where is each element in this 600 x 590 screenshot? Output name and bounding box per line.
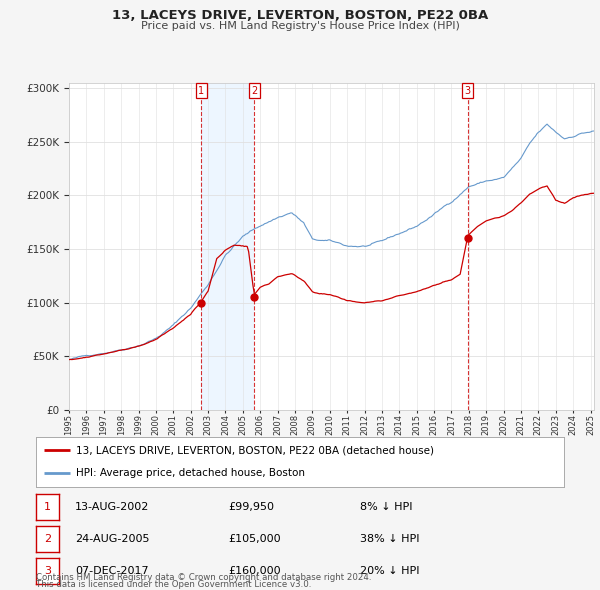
Text: 2: 2	[251, 86, 257, 96]
Text: Price paid vs. HM Land Registry's House Price Index (HPI): Price paid vs. HM Land Registry's House …	[140, 21, 460, 31]
Text: 8% ↓ HPI: 8% ↓ HPI	[360, 502, 413, 512]
Bar	[202, 83, 254, 410]
Text: 3: 3	[464, 86, 470, 96]
Text: 13, LACEYS DRIVE, LEVERTON, BOSTON, PE22 0BA (detached house): 13, LACEYS DRIVE, LEVERTON, BOSTON, PE22…	[76, 445, 434, 455]
Text: 3: 3	[44, 566, 51, 576]
Text: 2: 2	[44, 534, 51, 544]
Text: This data is licensed under the Open Government Licence v3.0.: This data is licensed under the Open Gov…	[36, 581, 311, 589]
Text: 24-AUG-2005: 24-AUG-2005	[75, 534, 149, 543]
Text: 1: 1	[199, 86, 205, 96]
Text: Contains HM Land Registry data © Crown copyright and database right 2024.: Contains HM Land Registry data © Crown c…	[36, 573, 371, 582]
Text: 20% ↓ HPI: 20% ↓ HPI	[360, 566, 419, 575]
Text: HPI: Average price, detached house, Boston: HPI: Average price, detached house, Bost…	[76, 468, 305, 478]
Text: 13-AUG-2002: 13-AUG-2002	[75, 502, 149, 512]
Text: 38% ↓ HPI: 38% ↓ HPI	[360, 534, 419, 543]
Text: £105,000: £105,000	[228, 534, 281, 543]
Text: 07-DEC-2017: 07-DEC-2017	[75, 566, 149, 575]
Text: £99,950: £99,950	[228, 502, 274, 512]
Text: £160,000: £160,000	[228, 566, 281, 575]
Text: 13, LACEYS DRIVE, LEVERTON, BOSTON, PE22 0BA: 13, LACEYS DRIVE, LEVERTON, BOSTON, PE22…	[112, 9, 488, 22]
Text: 1: 1	[44, 502, 51, 512]
